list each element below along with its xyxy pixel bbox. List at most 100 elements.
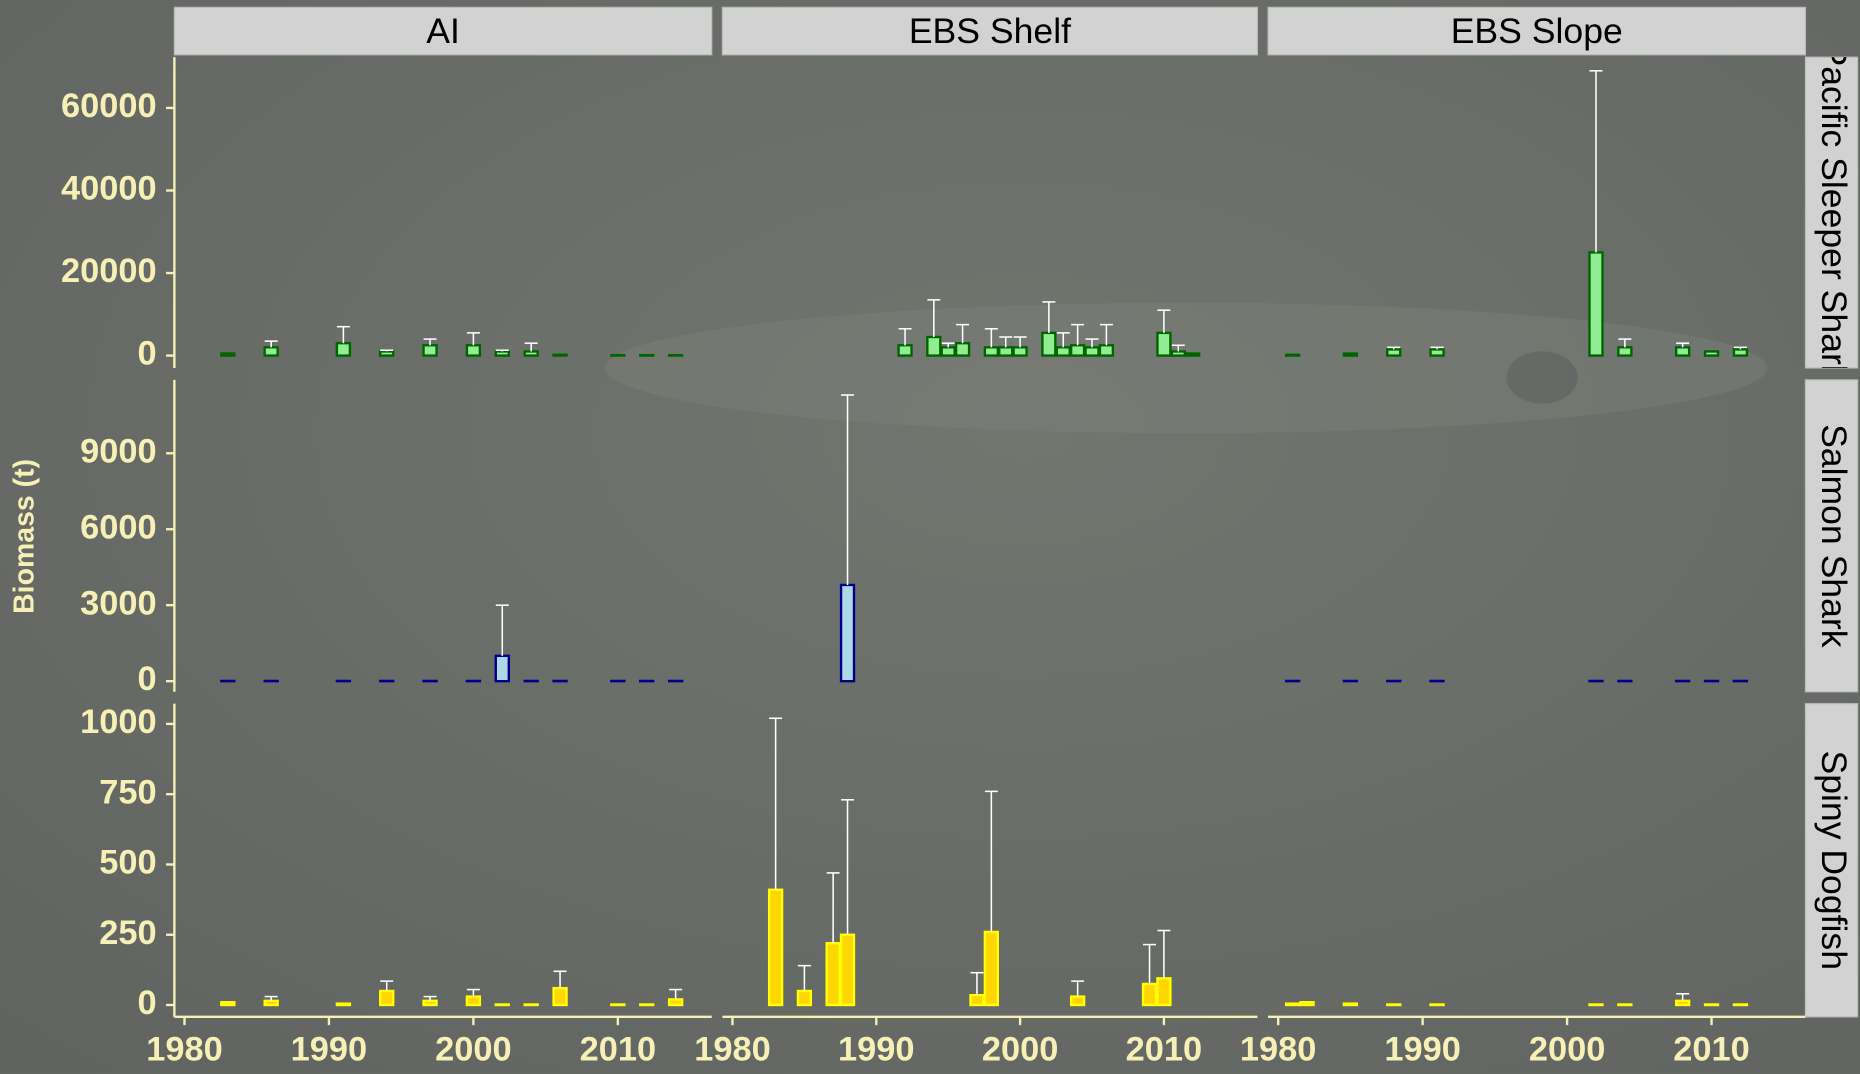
bar — [379, 350, 395, 357]
bar — [1703, 350, 1720, 357]
bar — [1141, 982, 1158, 1007]
shark-silhouette — [604, 302, 1768, 434]
y-tick-label: 40000 — [61, 170, 157, 208]
error-bar — [1099, 323, 1113, 346]
y-tick-label: 3000 — [80, 584, 157, 622]
bar — [1342, 1002, 1359, 1007]
error-bar — [1676, 342, 1690, 348]
bar — [494, 350, 510, 357]
x-tick-label: 2000 — [982, 1030, 1059, 1068]
error-bar — [841, 394, 855, 585]
bar — [1069, 344, 1086, 357]
bar — [335, 1002, 352, 1007]
bar — [1284, 353, 1301, 357]
row-strip — [1804, 703, 1859, 1018]
row-strip-group: Spiny Dogfish — [1814, 750, 1854, 970]
bar — [940, 346, 956, 357]
error-bar — [1387, 346, 1401, 350]
error-bar — [1013, 336, 1027, 348]
bar — [767, 888, 784, 1007]
error-bar — [1157, 929, 1171, 979]
column-strip-label: EBS Shelf — [909, 11, 1071, 51]
y-tick-label: 1000 — [80, 703, 157, 741]
error-bar — [927, 299, 941, 338]
bar — [1429, 348, 1445, 357]
error-bar — [769, 717, 783, 890]
x-tick-label: 1990 — [291, 1030, 368, 1068]
bar — [494, 1003, 510, 1007]
x-tick-label: 1990 — [1384, 1030, 1461, 1068]
error-bar — [956, 323, 970, 344]
x-tick-label: 1980 — [146, 1030, 223, 1068]
error-bar — [1733, 346, 1747, 350]
bar — [1012, 346, 1028, 357]
error-bar — [1676, 993, 1690, 1001]
error-bar — [1618, 338, 1632, 348]
error-bar — [495, 604, 509, 656]
bar — [1588, 251, 1604, 357]
error-bar — [999, 336, 1013, 348]
y-axis-label: Biomass (t) — [9, 459, 41, 614]
bar — [465, 995, 482, 1007]
bar — [523, 350, 539, 357]
column-strip-label: AI — [426, 11, 460, 51]
error-bar — [669, 988, 683, 1000]
y-tick-label: 9000 — [80, 432, 157, 470]
error-bar — [1589, 70, 1603, 253]
error-bar — [466, 332, 480, 346]
column-strip — [173, 6, 713, 56]
bar — [796, 989, 813, 1007]
bar — [552, 353, 568, 357]
bar — [1386, 1003, 1402, 1007]
error-bar — [423, 995, 437, 1001]
error-bar — [380, 349, 394, 352]
column-strip — [1267, 6, 1807, 56]
error-bar — [941, 342, 955, 348]
bar — [1084, 346, 1100, 357]
x-tick-label: 1990 — [838, 1030, 915, 1068]
bar — [1098, 344, 1115, 357]
error-bar — [1171, 344, 1185, 352]
error-bar — [336, 325, 350, 344]
row-strip-label: Pacific Sleeper Shark — [1814, 42, 1854, 382]
error-bar — [495, 349, 509, 352]
bar — [1732, 348, 1749, 357]
bar — [839, 583, 856, 683]
bar — [552, 986, 568, 1007]
column-strip-label: EBS Slope — [1451, 11, 1623, 51]
row-strip-label: Spiny Dogfish — [1814, 750, 1854, 970]
bar — [1284, 1002, 1301, 1007]
row-strip — [1804, 56, 1859, 369]
error-bar — [553, 970, 567, 989]
bar — [1156, 331, 1172, 357]
y-tick-label: 0 — [137, 335, 156, 373]
bar — [263, 999, 279, 1007]
bar — [1386, 348, 1402, 357]
bar — [1185, 352, 1201, 357]
error-bar — [423, 338, 437, 346]
x-tick-label: 2000 — [1529, 1030, 1606, 1068]
bar — [1588, 1003, 1604, 1007]
error-bar — [264, 340, 278, 348]
bar — [1703, 1003, 1720, 1007]
bar — [1055, 346, 1071, 357]
y-tick-label: 60000 — [61, 87, 157, 125]
error-bar — [524, 342, 538, 352]
error-bar — [1430, 346, 1444, 350]
y-tick-label: 500 — [99, 844, 156, 882]
error-bar — [984, 327, 998, 348]
bar — [1674, 999, 1691, 1007]
bar — [422, 344, 438, 357]
y-tick-label: 250 — [99, 914, 156, 952]
bar — [998, 346, 1014, 357]
bar — [667, 998, 684, 1007]
bar — [220, 352, 236, 357]
bar — [1069, 995, 1086, 1007]
row-strip-label: Salmon Shark — [1814, 424, 1854, 648]
bar — [1041, 331, 1057, 357]
bar — [379, 989, 395, 1007]
bar — [897, 344, 913, 357]
bar — [1170, 350, 1186, 357]
